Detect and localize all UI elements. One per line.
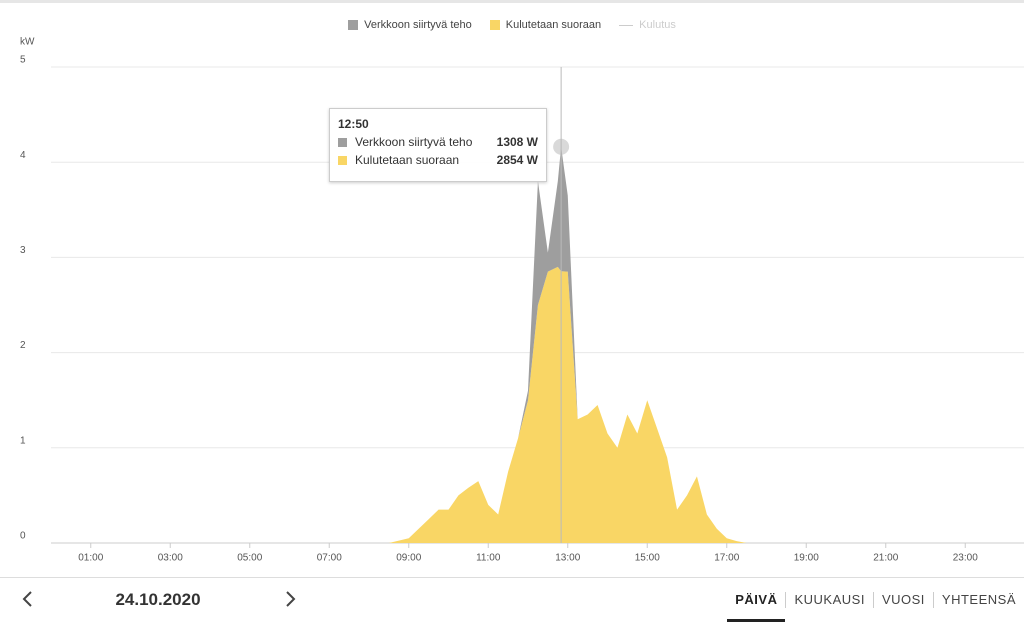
x-tick-label: 03:00 [158,553,183,564]
legend-label: Kulutetaan suoraan [505,19,602,31]
tooltip: 12:50 Verkkoon siirtyvä teho 1308 W Kulutet… [329,108,547,182]
tabs: PÄIVÄ KUUKAUSI VUOSI YHTEENSÄ [727,592,1024,622]
tab[interactable]: VUOSI [872,592,933,608]
x-tick-label: 21:00 [873,553,898,564]
x-tick-label: 01:00 [78,553,103,564]
legend-swatch [348,20,359,30]
top-border [0,0,1024,3]
x-tick-label: 11:00 [476,553,501,564]
tooltip-name: Verkkoon siirtyvä teho [355,135,473,149]
x-tick-label: 17:00 [714,553,739,564]
tab[interactable]: YHTEENSÄ [932,592,1024,608]
hover-dot [553,138,570,155]
tooltip-swatch [338,155,347,165]
legend-swatch [489,20,500,30]
x-tick-label: 05:00 [237,553,262,564]
date-nav: 24.10.2020 PÄIVÄ KUUKAUSI VUOSI YHTEENSÄ [0,577,1024,622]
legend-label: Verkkoon siirtyvä teho [364,19,472,31]
prev-button[interactable] [18,589,38,609]
legend-swatch [619,24,634,26]
y-tick-label: 3 [20,245,26,256]
y-tick-label: 5 [20,55,26,66]
legend: Verkkoon siirtyvä teho Kulutetaan suoraan… [0,19,1024,31]
tooltip-name: Kulutetaan suoraan [355,153,460,167]
tooltip-row: Verkkoon siirtyvä teho 1308 W [338,135,538,149]
area [51,266,1005,543]
tooltip-value: 1308 W [496,135,538,149]
y-tick-label: 2 [20,340,26,351]
y-tick-label: 4 [20,150,26,161]
x-tick-label: 23:00 [953,553,978,564]
y-axis-label: kW [20,37,35,48]
date-label: 24.10.2020 [115,590,201,609]
x-tick-label: 19:00 [794,553,819,564]
legend-item[interactable]: Kulutetaan suoraan [489,19,602,31]
tab[interactable]: KUUKAUSI [785,592,872,608]
tooltip-row: Kulutetaan suoraan 2854 W [338,153,538,167]
x-tick-label: 15:00 [635,553,660,564]
tooltip-value: 2854 W [496,153,538,167]
x-tick-label: 13:00 [555,553,580,564]
legend-label: Kulutus [639,19,676,31]
legend-item[interactable]: Kulutus [619,19,676,31]
chart: kW 0 1 2 3 4 5 01:00 03:00 05:00 07:00 09:00 11:00 1… [20,37,1024,564]
legend-item[interactable]: Verkkoon siirtyvä teho [348,19,472,31]
y-tick-label: 1 [20,435,26,446]
y-tick-label: 0 [20,531,26,542]
tooltip-title: 12:50 [338,117,369,131]
tooltip-swatch [338,137,347,147]
x-tick-label: 09:00 [396,553,421,564]
tab[interactable]: PÄIVÄ [727,592,786,622]
x-tick-label: 07:00 [317,553,342,564]
next-button[interactable] [280,589,300,609]
